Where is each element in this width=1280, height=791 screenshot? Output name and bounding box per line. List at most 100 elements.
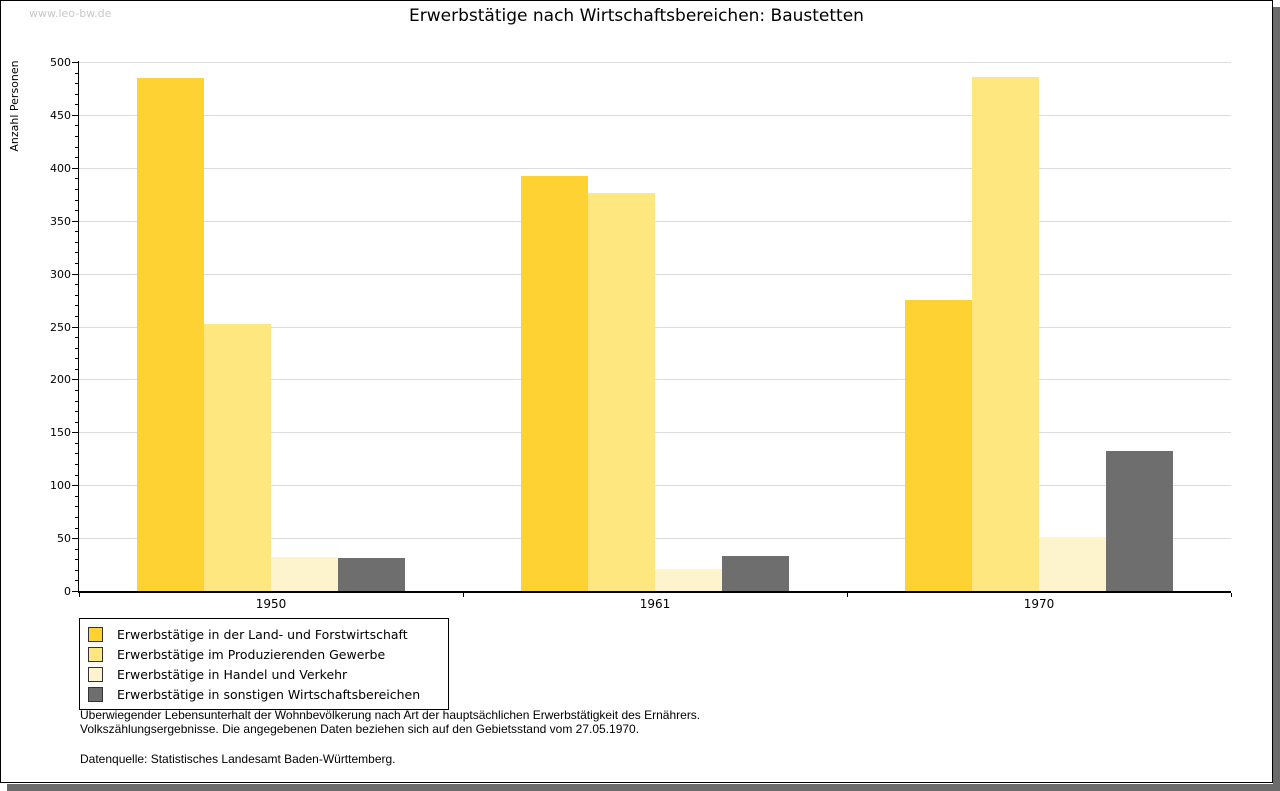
y-major-tick-150	[72, 432, 79, 433]
x-tick	[847, 593, 848, 597]
legend-label: Erwerbstätige in der Land- und Forstwirt…	[117, 626, 408, 642]
watermark: www.leo-bw.de	[29, 7, 112, 20]
x-tick-label-1961: 1961	[639, 597, 671, 611]
y-minor-tick	[75, 348, 79, 349]
drop-shadow-bottom	[7, 784, 1273, 791]
bar-1950-series3	[271, 557, 338, 591]
y-minor-tick	[75, 475, 79, 476]
y-minor-tick	[75, 305, 79, 306]
y-major-tick-50	[72, 538, 79, 539]
y-axis-line	[78, 61, 79, 593]
chart-title: Erwerbstätige nach Wirtschaftsbereichen:…	[409, 6, 864, 26]
y-major-tick-350	[72, 221, 79, 222]
bar-1961-series3	[655, 569, 722, 591]
gridline-150	[79, 432, 1231, 433]
gridline-350	[79, 221, 1231, 222]
y-tick-label-100: 100	[50, 479, 71, 492]
legend-item-1: Erwerbstätige in der Land- und Forstwirt…	[88, 624, 440, 644]
y-major-tick-400	[72, 168, 79, 169]
y-minor-tick	[75, 231, 79, 232]
y-minor-tick	[75, 496, 79, 497]
y-minor-tick	[75, 453, 79, 454]
x-tick-label-1950: 1950	[255, 597, 287, 611]
drop-shadow-right	[1273, 7, 1280, 791]
y-minor-tick	[75, 252, 79, 253]
y-minor-tick	[75, 358, 79, 359]
y-minor-tick	[75, 443, 79, 444]
legend-swatch-icon	[88, 626, 103, 642]
bar-1970-series3	[1039, 537, 1106, 591]
y-minor-tick	[75, 295, 79, 296]
bar-1950-series4	[338, 558, 405, 591]
gridline-300	[79, 274, 1231, 275]
y-minor-tick	[75, 369, 79, 370]
footnote-line-2: Volkszählungsergebnisse. Die angegebenen…	[80, 721, 640, 736]
y-minor-tick	[75, 263, 79, 264]
bar-1950-series1	[137, 78, 204, 591]
legend-swatch-icon	[88, 666, 103, 682]
y-minor-tick	[75, 94, 79, 95]
y-minor-tick	[75, 104, 79, 105]
y-tick-label-450: 450	[50, 109, 71, 122]
x-tick	[79, 593, 80, 597]
legend-item-4: Erwerbstätige in sonstigen Wirtschaftsbe…	[88, 684, 440, 704]
y-minor-tick	[75, 390, 79, 391]
y-tick-label-250: 250	[50, 321, 71, 334]
y-minor-tick	[75, 178, 79, 179]
legend-label: Erwerbstätige im Produzierenden Gewerbe	[117, 646, 386, 662]
y-tick-label-350: 350	[50, 215, 71, 228]
gridline-450	[79, 115, 1231, 116]
y-major-tick-300	[72, 274, 79, 275]
y-minor-tick	[75, 147, 79, 148]
y-minor-tick	[75, 549, 79, 550]
y-minor-tick	[75, 559, 79, 560]
legend-label: Erwerbstätige in Handel und Verkehr	[117, 666, 348, 682]
y-tick-label-500: 500	[50, 56, 71, 69]
y-minor-tick	[75, 200, 79, 201]
bar-1950-series2	[204, 324, 271, 591]
bar-1961-series4	[722, 556, 789, 591]
x-tick-label-1970: 1970	[1023, 597, 1055, 611]
y-tick-label-0: 0	[64, 585, 71, 598]
gridline-50	[79, 538, 1231, 539]
y-major-tick-500	[72, 62, 79, 63]
legend-swatch-icon	[88, 646, 103, 662]
y-minor-tick	[75, 242, 79, 243]
gridline-400	[79, 168, 1231, 169]
y-minor-tick	[75, 284, 79, 285]
y-tick-label-300: 300	[50, 268, 71, 281]
y-minor-tick	[75, 210, 79, 211]
y-minor-tick	[75, 125, 79, 126]
x-tick	[1231, 593, 1232, 597]
footnote: Überwiegender Lebensunterhalt der Wohnbe…	[80, 708, 701, 736]
y-minor-tick	[75, 422, 79, 423]
y-minor-tick	[75, 570, 79, 571]
gridline-250	[79, 327, 1231, 328]
y-minor-tick	[75, 580, 79, 581]
legend-item-3: Erwerbstätige in Handel und Verkehr	[88, 664, 440, 684]
x-tick	[463, 593, 464, 597]
gridline-200	[79, 379, 1231, 380]
footnote-line-1: Überwiegender Lebensunterhalt der Wohnbe…	[80, 708, 701, 722]
y-minor-tick	[75, 517, 79, 518]
y-tick-label-50: 50	[57, 532, 71, 545]
y-minor-tick	[75, 73, 79, 74]
legend: Erwerbstätige in der Land- und Forstwirt…	[79, 618, 449, 710]
bar-1970-series2	[972, 77, 1039, 591]
y-major-tick-200	[72, 379, 79, 380]
bar-1970-series1	[905, 300, 972, 591]
y-minor-tick	[75, 189, 79, 190]
y-minor-tick	[75, 506, 79, 507]
y-major-tick-0	[72, 591, 79, 592]
legend-swatch-icon	[88, 686, 103, 702]
y-tick-label-200: 200	[50, 373, 71, 386]
y-major-tick-450	[72, 115, 79, 116]
y-minor-tick	[75, 136, 79, 137]
data-source: Datenquelle: Statistisches Landesamt Bad…	[80, 752, 396, 766]
bar-1961-series1	[521, 176, 588, 591]
y-major-tick-100	[72, 485, 79, 486]
y-tick-label-400: 400	[50, 162, 71, 175]
bar-1961-series2	[588, 193, 655, 591]
